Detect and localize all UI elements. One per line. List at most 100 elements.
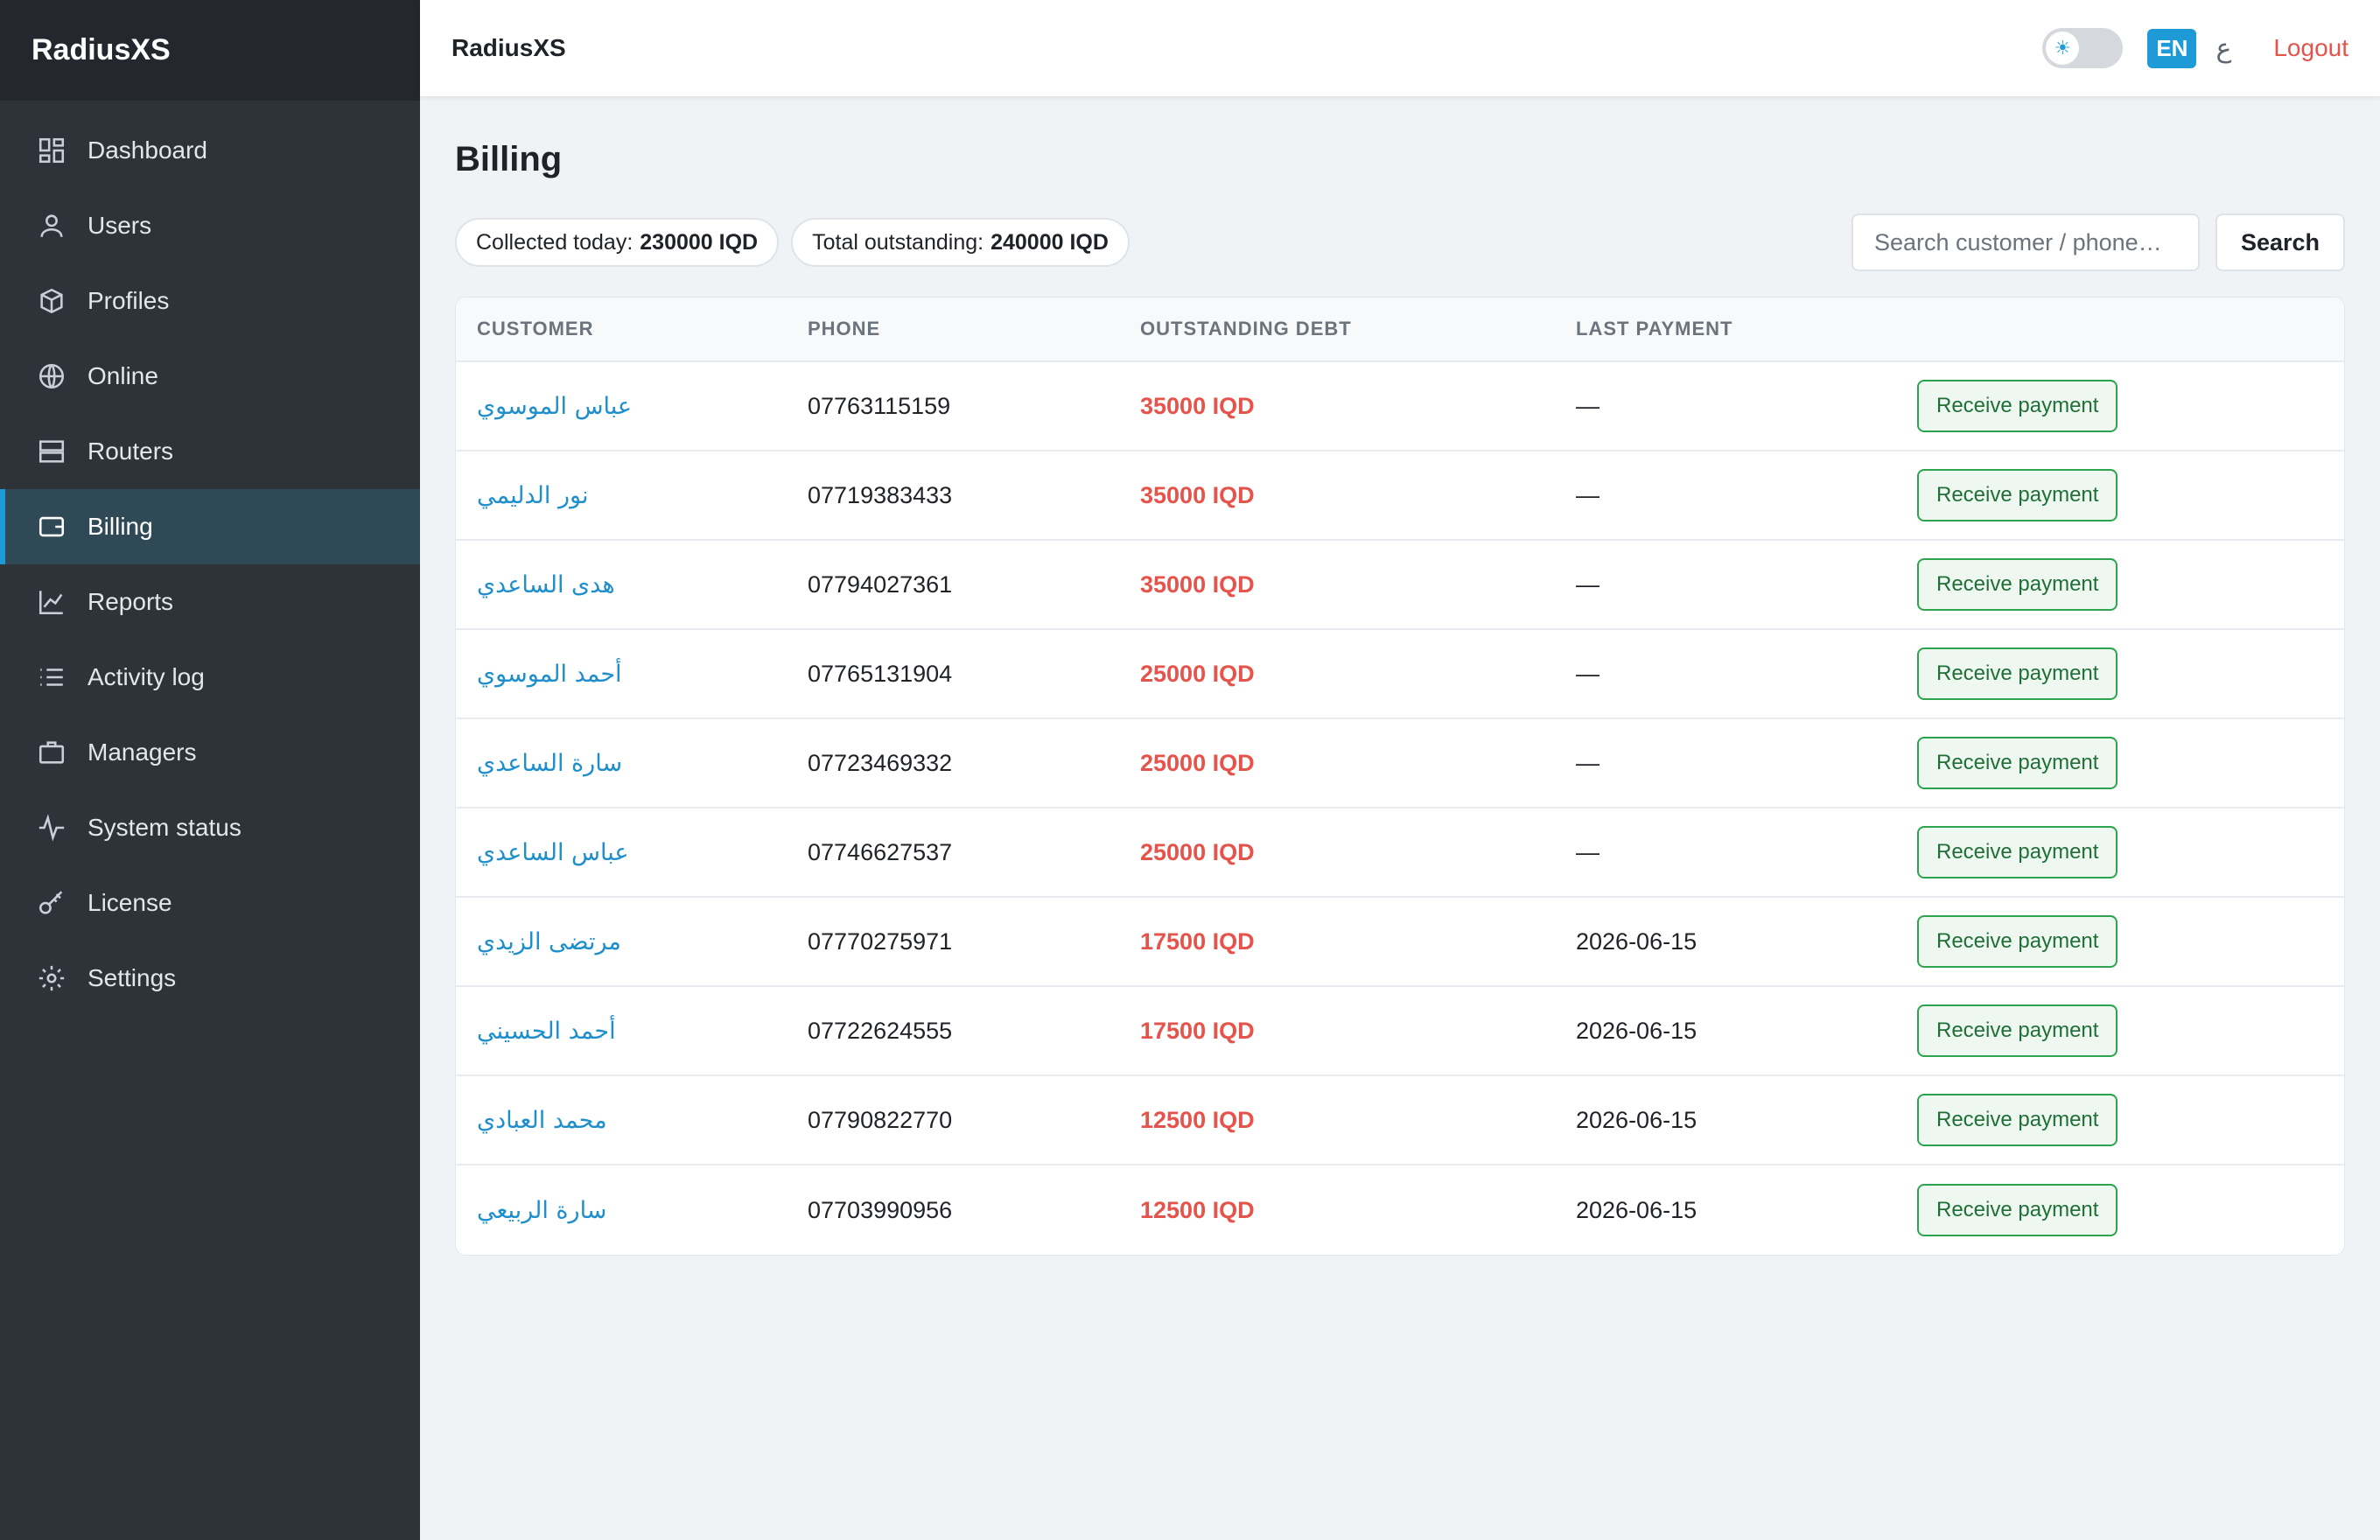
table-row: سارة الساعدي 07723469332 25000 IQD — Receive… bbox=[456, 719, 2344, 808]
header-outstanding-debt: OUTSTANDING DEBT bbox=[1140, 318, 1352, 340]
phone-cell: 07703990956 bbox=[808, 1196, 953, 1223]
last-payment-cell: 2026-06-15 bbox=[1576, 1017, 1698, 1044]
list-icon bbox=[37, 662, 66, 692]
sidebar-item-reports[interactable]: Reports bbox=[0, 564, 420, 640]
sidebar-item-label: System status bbox=[88, 814, 242, 841]
table-header: CUSTOMER PHONE OUTSTANDING DEBT LAST PAY… bbox=[456, 298, 2344, 362]
last-payment-cell: — bbox=[1576, 570, 1600, 598]
collected-today-pill: Collected today: 230000 IQD bbox=[455, 218, 780, 267]
customer-link[interactable]: عباس الموسوي bbox=[477, 392, 633, 420]
debt-cell: 35000 IQD bbox=[1140, 481, 1255, 508]
sidebar-item-label: Profiles bbox=[88, 287, 170, 314]
customer-link[interactable]: عباس الساعدي bbox=[477, 838, 629, 866]
theme-toggle[interactable]: ☀ bbox=[2042, 28, 2124, 68]
receive-payment-button[interactable]: Receive payment bbox=[1917, 1094, 2118, 1146]
customer-link[interactable]: أحمد الحسيني bbox=[477, 1017, 616, 1045]
collected-label: Collected today: bbox=[476, 229, 634, 255]
phone-cell: 07790822770 bbox=[808, 1106, 953, 1133]
sidebar-item-dashboard[interactable]: Dashboard bbox=[0, 113, 420, 188]
header-last-payment: LAST PAYMENT bbox=[1576, 318, 1733, 340]
last-payment-cell: — bbox=[1576, 660, 1600, 687]
receive-payment-button[interactable]: Receive payment bbox=[1917, 1004, 2118, 1057]
receive-payment-button[interactable]: Receive payment bbox=[1917, 826, 2118, 878]
customer-link[interactable]: محمد العبادي bbox=[477, 1106, 607, 1134]
receive-payment-button[interactable]: Receive payment bbox=[1917, 469, 2118, 522]
sidebar-item-routers[interactable]: Routers bbox=[0, 414, 420, 489]
pulse-icon bbox=[37, 813, 66, 843]
brand-logo: RadiusXS bbox=[0, 0, 420, 101]
lang-en-button[interactable]: EN bbox=[2147, 28, 2197, 68]
collected-value: 230000 IQD bbox=[640, 229, 759, 255]
sidebar-item-license[interactable]: License bbox=[0, 865, 420, 941]
sidebar-item-label: Routers bbox=[88, 438, 174, 465]
last-payment-cell: — bbox=[1576, 481, 1600, 508]
table-row: عباس الساعدي 07746627537 25000 IQD — Receive… bbox=[456, 808, 2344, 898]
table-row: أحمد الموسوي 07765131904 25000 IQD — Receive… bbox=[456, 630, 2344, 719]
phone-cell: 07746627537 bbox=[808, 838, 953, 865]
dashboard-icon bbox=[37, 136, 66, 165]
receive-payment-button[interactable]: Receive payment bbox=[1917, 380, 2118, 432]
app-title: RadiusXS bbox=[452, 34, 566, 61]
key-icon bbox=[37, 888, 66, 918]
wallet-icon bbox=[37, 512, 66, 542]
topbar-actions: ☀ EN ع Logout bbox=[2042, 28, 2348, 68]
search-button[interactable]: Search bbox=[2216, 214, 2345, 271]
receive-payment-button[interactable]: Receive payment bbox=[1917, 1184, 2118, 1236]
chart-icon bbox=[37, 587, 66, 617]
phone-cell: 07722624555 bbox=[808, 1017, 953, 1044]
sidebar-item-managers[interactable]: Managers bbox=[0, 715, 420, 790]
sidebar-item-activity-log[interactable]: Activity log bbox=[0, 640, 420, 715]
sidebar-item-profiles[interactable]: Profiles bbox=[0, 263, 420, 339]
debt-cell: 35000 IQD bbox=[1140, 392, 1255, 419]
sidebar: RadiusXS Dashboard Users Profiles Online… bbox=[0, 0, 420, 1540]
debt-cell: 12500 IQD bbox=[1140, 1106, 1255, 1133]
customer-link[interactable]: سارة الربيعي bbox=[477, 1196, 607, 1224]
globe-icon bbox=[37, 361, 66, 391]
debt-cell: 17500 IQD bbox=[1140, 1017, 1255, 1044]
receive-payment-button[interactable]: Receive payment bbox=[1917, 915, 2118, 968]
phone-cell: 07719383433 bbox=[808, 481, 953, 508]
table-body: عباس الموسوي 07763115159 35000 IQD — Receive… bbox=[456, 362, 2344, 1255]
receive-payment-button[interactable]: Receive payment bbox=[1917, 648, 2118, 700]
last-payment-cell: 2026-06-15 bbox=[1576, 1196, 1698, 1223]
customer-link[interactable]: نور الدليمي bbox=[477, 481, 589, 509]
table-row: سارة الربيعي 07703990956 12500 IQD 2026-06-… bbox=[456, 1166, 2344, 1255]
sidebar-item-system-status[interactable]: System status bbox=[0, 790, 420, 865]
receive-payment-button[interactable]: Receive payment bbox=[1917, 737, 2118, 789]
debt-cell: 25000 IQD bbox=[1140, 838, 1255, 865]
sidebar-item-settings[interactable]: Settings bbox=[0, 941, 420, 1016]
outstanding-value: 240000 IQD bbox=[990, 229, 1109, 255]
customer-link[interactable]: أحمد الموسوي bbox=[477, 660, 622, 688]
customer-link[interactable]: هدى الساعدي bbox=[477, 570, 615, 598]
search-input[interactable] bbox=[1852, 214, 2200, 271]
last-payment-cell: — bbox=[1576, 838, 1600, 865]
gear-icon bbox=[37, 963, 66, 993]
sidebar-item-label: Online bbox=[88, 362, 158, 389]
sidebar-item-label: Activity log bbox=[88, 663, 205, 690]
sidebar-item-label: Reports bbox=[88, 588, 174, 615]
table-row: مرتضى الزيدي 07770275971 17500 IQD 2026-06-… bbox=[456, 898, 2344, 987]
customer-link[interactable]: مرتضى الزيدي bbox=[477, 928, 621, 956]
logout-link[interactable]: Logout bbox=[2273, 34, 2348, 61]
sidebar-nav: Dashboard Users Profiles Online Routers … bbox=[0, 101, 420, 1016]
phone-cell: 07763115159 bbox=[808, 392, 951, 419]
total-outstanding-pill: Total outstanding: 240000 IQD bbox=[791, 218, 1130, 267]
debt-cell: 35000 IQD bbox=[1140, 570, 1255, 598]
phone-cell: 07770275971 bbox=[808, 928, 953, 955]
lang-ar-button[interactable]: ع bbox=[2216, 33, 2232, 63]
debt-cell: 25000 IQD bbox=[1140, 660, 1255, 687]
sidebar-item-label: Billing bbox=[88, 513, 153, 540]
table-row: محمد العبادي 07790822770 12500 IQD 2026-06-… bbox=[456, 1076, 2344, 1166]
debt-cell: 12500 IQD bbox=[1140, 1196, 1255, 1223]
phone-cell: 07765131904 bbox=[808, 660, 953, 687]
billing-table: CUSTOMER PHONE OUTSTANDING DEBT LAST PAY… bbox=[455, 297, 2345, 1256]
customer-link[interactable]: سارة الساعدي bbox=[477, 749, 623, 777]
header-phone: PHONE bbox=[808, 318, 881, 340]
search-group: Search bbox=[1852, 214, 2345, 271]
briefcase-icon bbox=[37, 738, 66, 767]
sidebar-item-online[interactable]: Online bbox=[0, 339, 420, 414]
receive-payment-button[interactable]: Receive payment bbox=[1917, 558, 2118, 611]
sidebar-item-label: Settings bbox=[88, 964, 177, 991]
sidebar-item-billing[interactable]: Billing bbox=[0, 489, 420, 564]
sidebar-item-users[interactable]: Users bbox=[0, 188, 420, 263]
